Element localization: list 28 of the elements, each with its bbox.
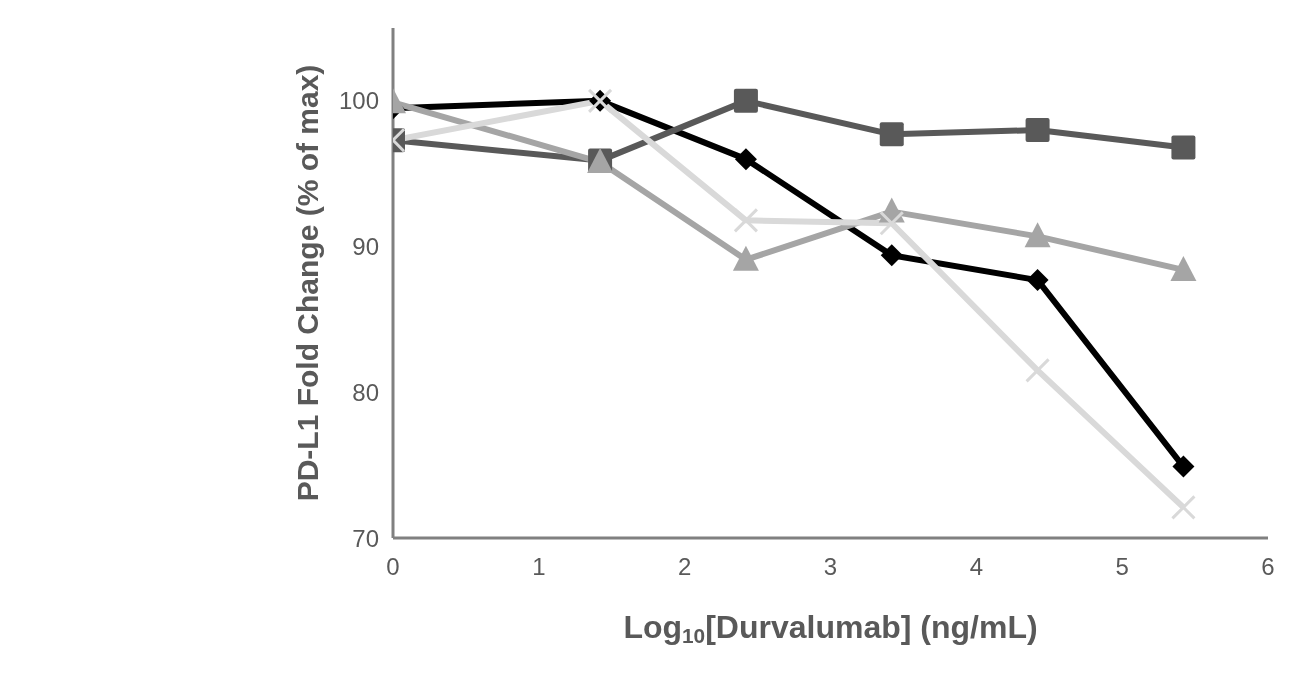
x-tick-label: 2 (677, 553, 692, 581)
point (732, 245, 759, 271)
y-tick-label: 100 (338, 87, 379, 115)
point (733, 207, 759, 233)
x-tick-label: 5 (1115, 553, 1129, 581)
point (879, 210, 905, 236)
y-tick-label: 90 (352, 233, 379, 261)
x-axis-title: Log$_{10}$[Durvalumab] (ng/mL) (623, 609, 1038, 648)
y-tick-label: 70 (352, 524, 379, 552)
point (1170, 494, 1196, 520)
point (1026, 269, 1049, 292)
x-tick-label: 4 (969, 553, 984, 581)
point (734, 148, 757, 171)
x-tick-label: 6 (1261, 553, 1275, 581)
y-axis-title: PD-L1 Fold Change (% of max) (291, 64, 324, 502)
point (879, 122, 904, 147)
point (1171, 135, 1196, 160)
point (733, 88, 758, 113)
point (1170, 255, 1197, 281)
x-tick-label: 3 (823, 553, 838, 581)
point (880, 244, 903, 267)
point (1025, 357, 1051, 383)
point (1172, 455, 1195, 478)
point (1025, 118, 1050, 142)
x-tick-label: 1 (532, 553, 546, 581)
x-tick-label: 0 (386, 553, 400, 581)
point (1024, 222, 1051, 248)
y-tick-label: 80 (352, 378, 379, 406)
